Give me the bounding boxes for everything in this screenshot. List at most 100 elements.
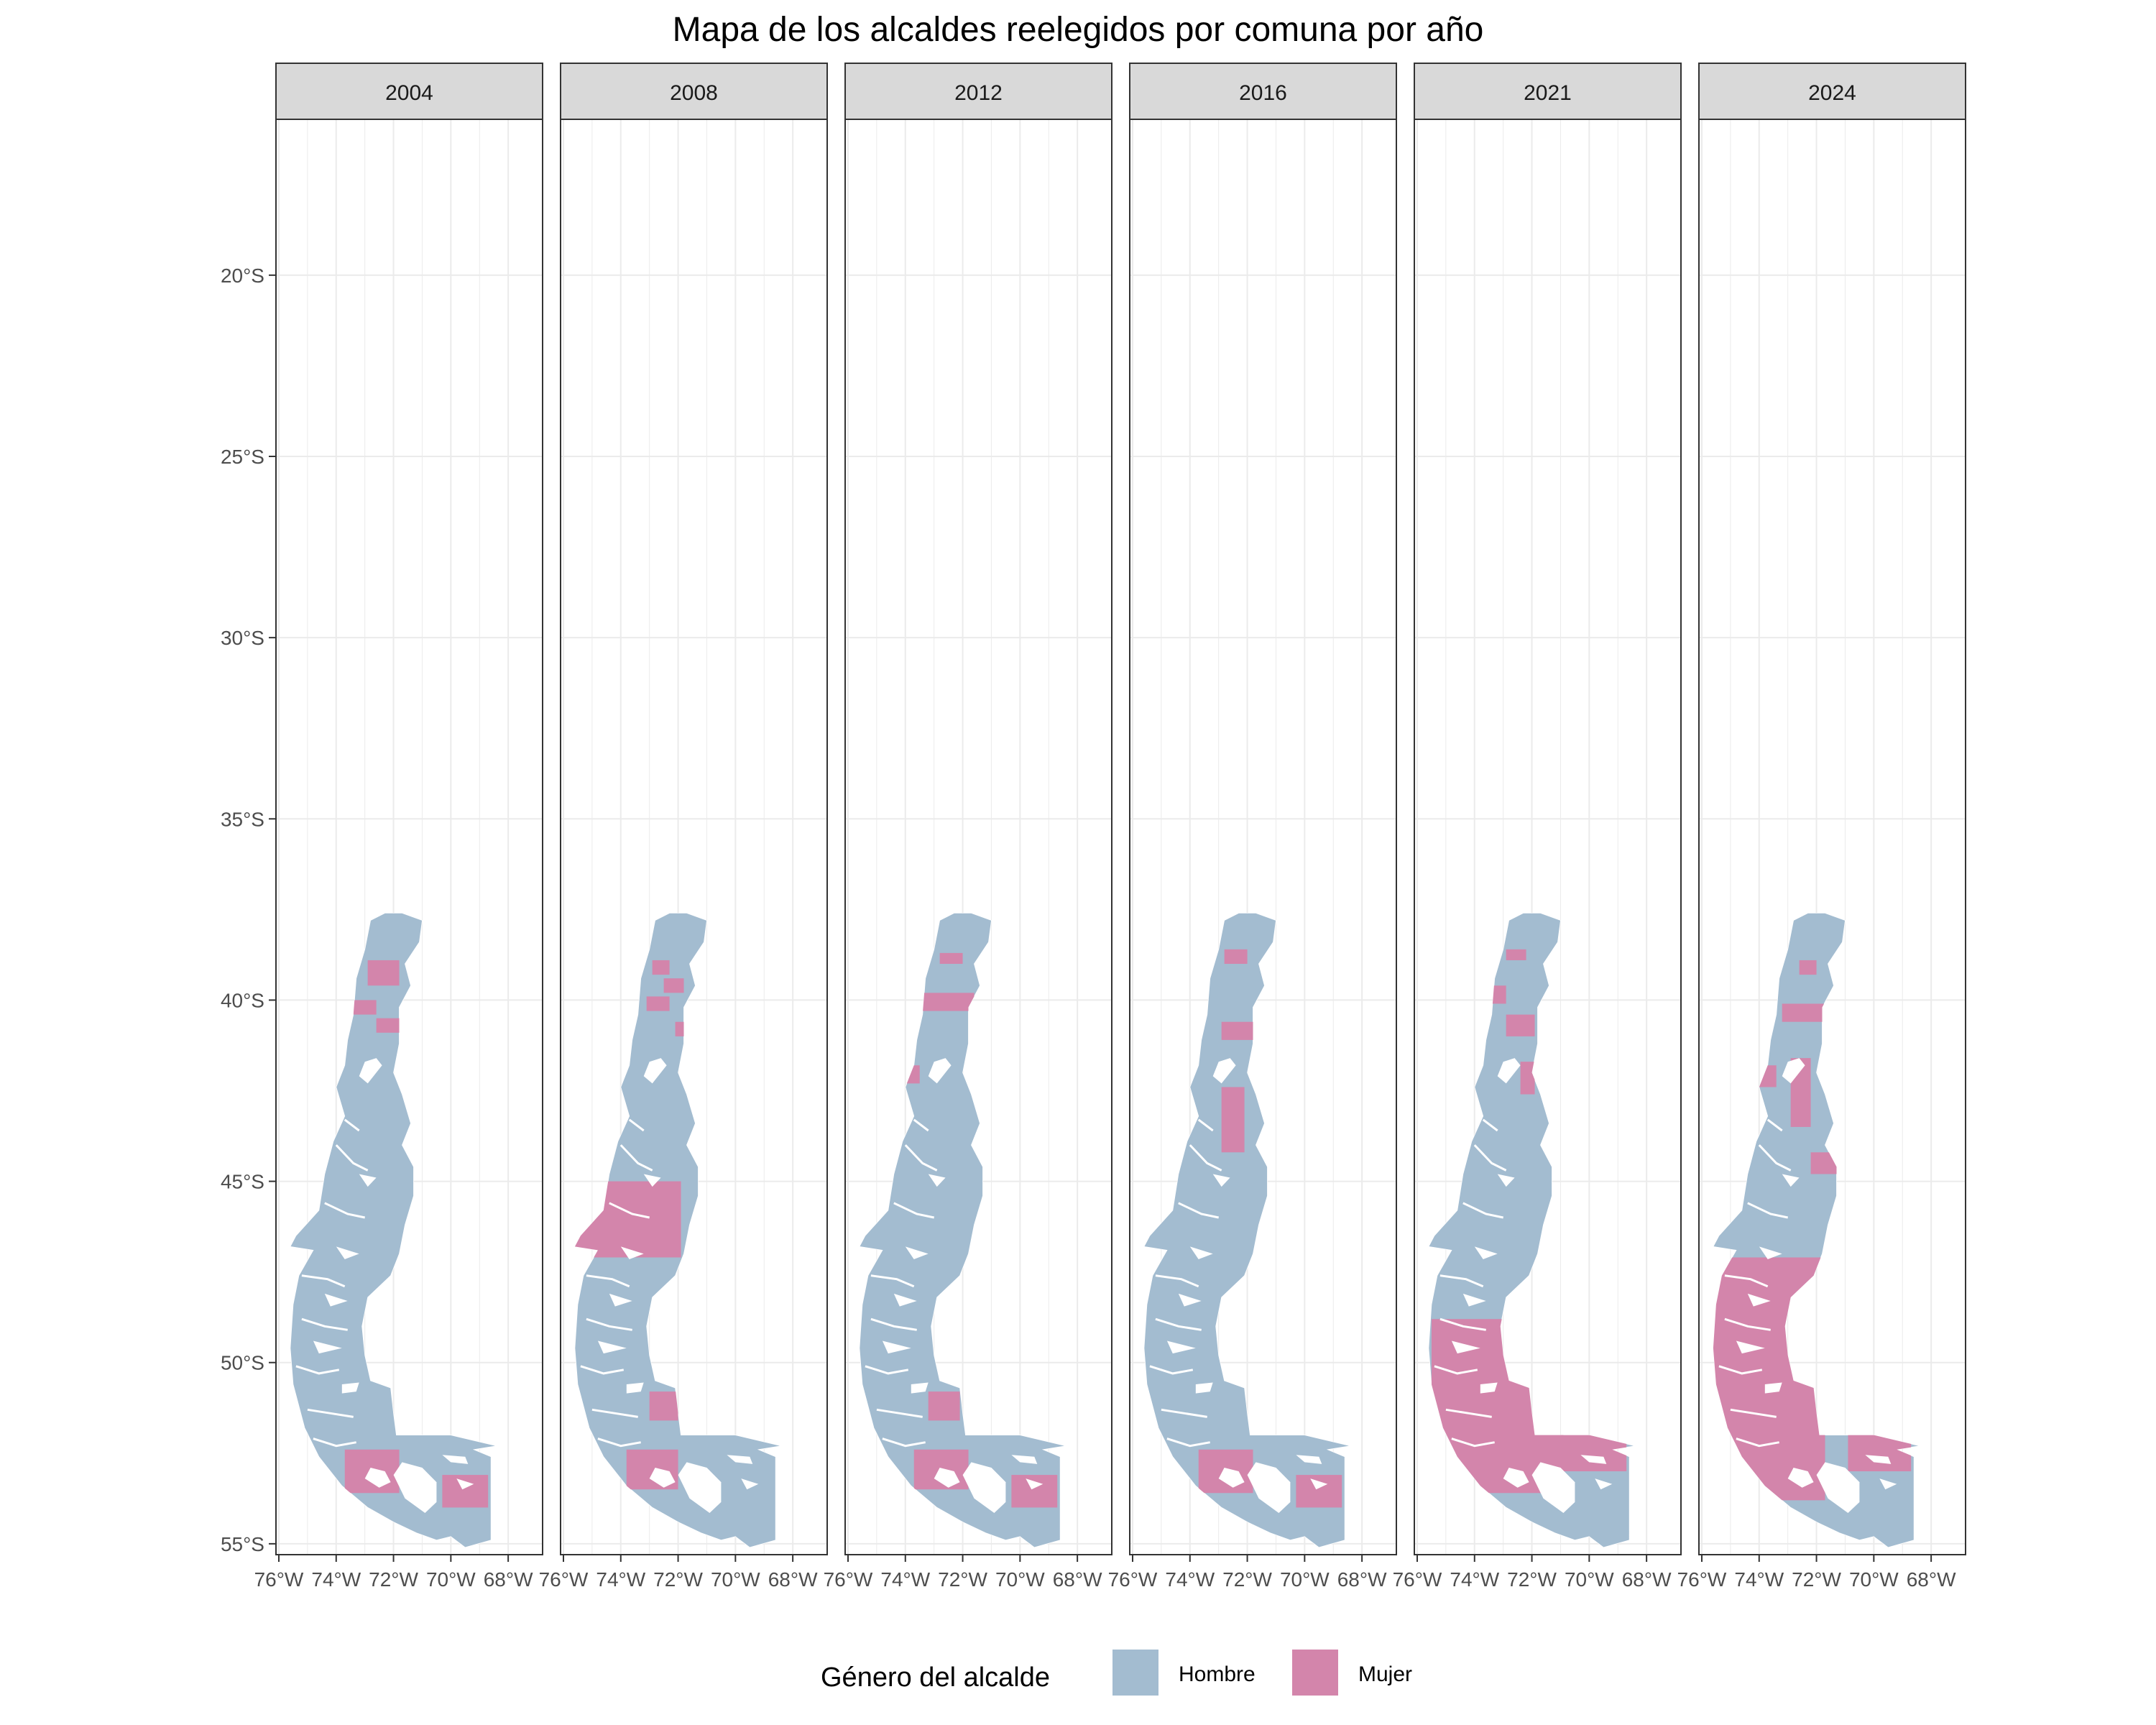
comuna-mujer	[1011, 1475, 1058, 1508]
water-body	[1178, 1293, 1202, 1307]
y-tick-label: 35°S	[221, 808, 264, 830]
facet-label: 2012	[954, 81, 1003, 105]
fjord-line	[591, 1408, 638, 1418]
comuna-mujer	[1520, 1062, 1535, 1095]
water-body	[893, 1293, 917, 1307]
fjord-line	[1189, 1144, 1222, 1172]
fjord-line	[1482, 1118, 1498, 1132]
water-body	[609, 1293, 632, 1307]
water-body	[1451, 1340, 1480, 1354]
water-body	[1212, 1058, 1236, 1084]
x-tick-label: 74°W	[1450, 1568, 1499, 1591]
water-body	[1531, 1462, 1575, 1513]
comuna-mujer	[1221, 1021, 1253, 1040]
comuna-mujer	[376, 1018, 405, 1033]
legend-label-mujer: Mujer	[1358, 1662, 1412, 1686]
legend-title: Género del alcalde	[821, 1662, 1050, 1693]
x-tick-label: 72°W	[1222, 1568, 1272, 1591]
facet-strip	[1129, 63, 1397, 120]
fjord-line	[876, 1408, 923, 1418]
comuna-mujer	[663, 978, 684, 993]
water-body	[643, 1174, 661, 1187]
x-tick-label: 68°W	[1053, 1568, 1102, 1591]
x-axis: 76°W 74°W 72°W 70°W 68°W	[539, 1555, 818, 1591]
comuna-mujer	[939, 952, 963, 965]
water-body	[1879, 1478, 1897, 1490]
fjord-line	[1439, 1317, 1486, 1331]
fjord-line	[1724, 1317, 1771, 1331]
water-body	[1865, 1455, 1892, 1464]
x-axis: 76°W 74°W 72°W 70°W 68°W	[1677, 1555, 1956, 1591]
water-body	[620, 1246, 644, 1259]
fjord-line	[870, 1274, 915, 1288]
water-body	[905, 1246, 929, 1259]
fjord-line	[1161, 1408, 1207, 1418]
water-body	[934, 1468, 960, 1488]
comuna-mujer	[367, 960, 400, 986]
fjord-line	[586, 1317, 632, 1331]
fjord-line	[1451, 1438, 1495, 1448]
water-body	[1480, 1382, 1498, 1394]
facet-strip	[1414, 63, 1682, 120]
fjord-line	[1462, 1202, 1504, 1219]
x-tick-label: 76°W	[1108, 1568, 1158, 1591]
x-tick-label: 76°W	[254, 1568, 304, 1591]
fjord-line	[1747, 1202, 1789, 1219]
panel-2016: 2016 76°W 74°W 72°W 70°W 68°W	[1108, 63, 1397, 1591]
water-body	[1247, 1462, 1291, 1513]
x-tick-label: 76°W	[824, 1568, 873, 1591]
x-tick-label: 70°W	[426, 1568, 476, 1591]
water-body	[1026, 1478, 1044, 1490]
water-body	[1782, 1058, 1805, 1084]
comunas-map	[290, 913, 497, 1548]
water-body	[393, 1462, 437, 1513]
comuna-mujer	[1224, 949, 1248, 965]
fjord-line	[904, 1144, 938, 1172]
facet-panels: 2004 76°W 74°W 72°W 70°W 68°W 2008 76°W 74°W 72°W…	[254, 63, 1966, 1591]
water-body	[1189, 1246, 1213, 1259]
panel-border	[1129, 119, 1397, 1555]
comuna-mujer	[353, 1000, 377, 1015]
gridlines	[1699, 119, 1966, 1555]
water-body	[928, 1174, 946, 1187]
fjord-line	[1718, 1365, 1763, 1375]
water-body	[1580, 1455, 1607, 1464]
water-body	[741, 1478, 759, 1490]
water-body	[1747, 1293, 1771, 1307]
x-tick-label: 72°W	[1507, 1568, 1557, 1591]
gridlines	[845, 119, 1112, 1555]
panel-2012: 2012 76°W 74°W 72°W 70°W 68°W	[824, 63, 1112, 1591]
comuna-mujer	[442, 1475, 489, 1508]
y-tick-label: 40°S	[221, 989, 264, 1011]
facet-strip	[275, 63, 543, 120]
fjord-line	[628, 1118, 645, 1132]
fjord-line	[893, 1202, 935, 1219]
fjord-line	[1197, 1118, 1214, 1132]
water-body	[1212, 1174, 1230, 1187]
water-body	[359, 1174, 377, 1187]
y-tick-label: 45°S	[221, 1171, 264, 1193]
x-tick-label: 68°W	[768, 1568, 818, 1591]
gridlines	[1414, 119, 1681, 1555]
legend-key-mujer	[1292, 1650, 1338, 1696]
fjord-line	[307, 1408, 354, 1418]
comuna-mujer	[652, 960, 670, 975]
panel-border	[560, 119, 828, 1555]
fjord-line	[1445, 1408, 1492, 1418]
fjord-line	[1166, 1438, 1210, 1448]
comunas-hombre	[859, 913, 1067, 1548]
fjord-line	[324, 1202, 366, 1219]
water-body	[456, 1478, 474, 1490]
water-body	[1816, 1462, 1860, 1513]
x-tick-label: 68°W	[1337, 1568, 1387, 1591]
water-body	[928, 1058, 952, 1084]
panel-border	[1698, 119, 1966, 1555]
x-tick-label: 70°W	[995, 1568, 1045, 1591]
panel-border	[275, 119, 543, 1555]
gridlines	[1130, 119, 1396, 1555]
water-body	[324, 1293, 348, 1307]
comuna-mujer	[1296, 1475, 1342, 1508]
fjord-line	[586, 1274, 630, 1288]
x-tick-label: 74°W	[1734, 1568, 1784, 1591]
fjord-line	[313, 1438, 356, 1448]
